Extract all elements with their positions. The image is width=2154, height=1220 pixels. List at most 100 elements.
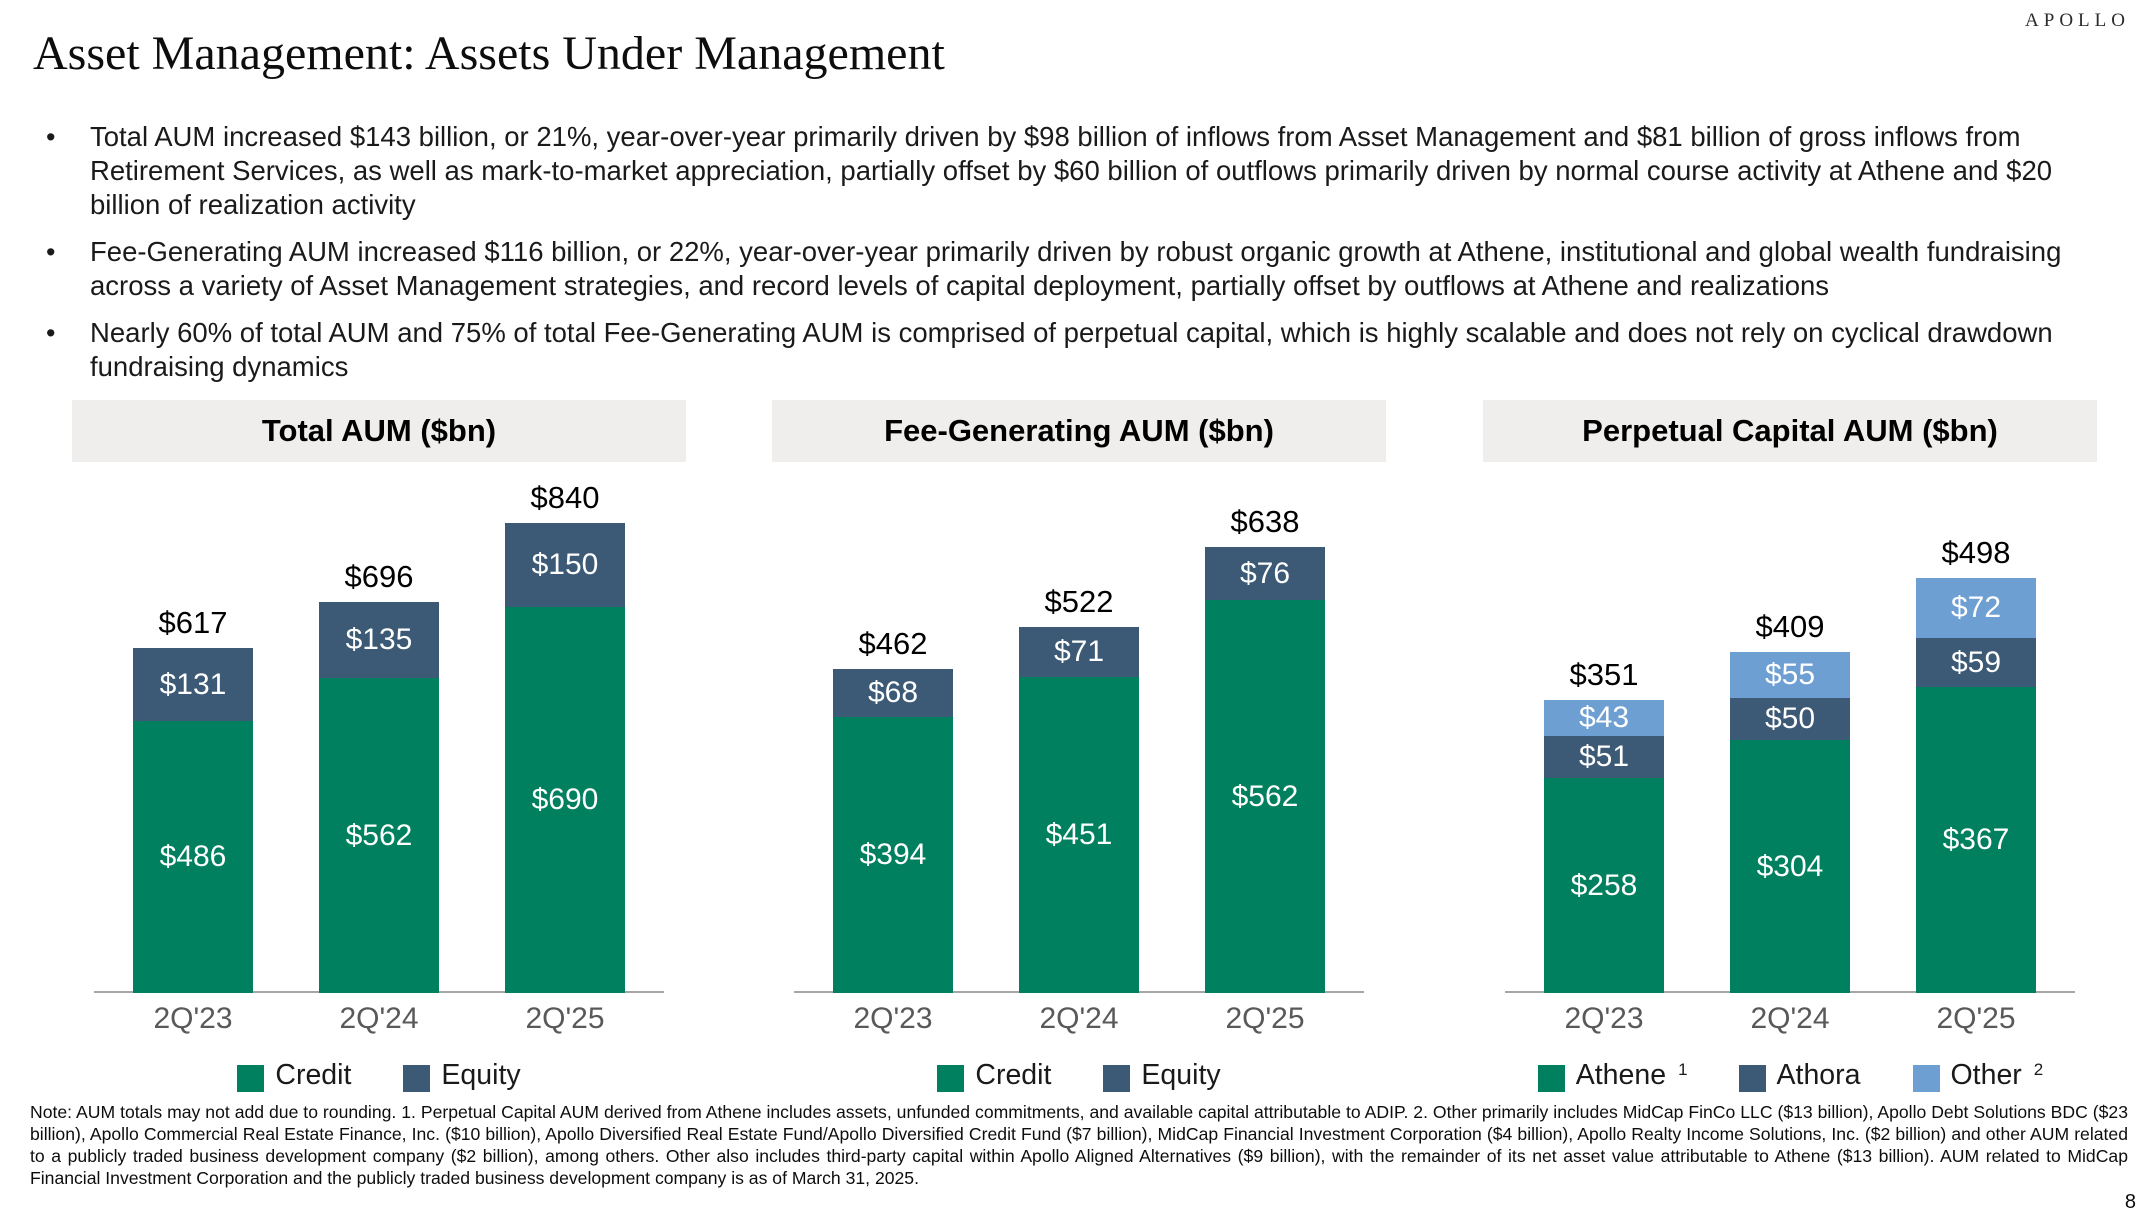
bar-segment-athene: $304 — [1730, 740, 1850, 993]
apollo-logo: APOLLO — [2025, 10, 2130, 31]
x-axis-label: 2Q'23 — [1564, 1002, 1644, 1035]
x-axis-label: 2Q'23 — [153, 1002, 233, 1035]
x-axis-labels: 2Q'23 2Q'24 2Q'25 — [1483, 1002, 2097, 1036]
charts-row: Total AUM ($bn) $617 $131 $486 $696 $135 $562… — [0, 400, 2154, 1100]
legend-swatch — [237, 1065, 265, 1092]
legend-label: Equity — [1141, 1059, 1221, 1091]
legend-label: Other — [1950, 1059, 2022, 1091]
bars-group: $351 $43 $51 $258 $409 $55 $50 $304 $498 $72 $59 $3… — [1483, 535, 2097, 993]
bar-segment-equity: $68 — [833, 669, 953, 717]
legend-item-credit: Credit — [237, 1059, 351, 1092]
bar-segment-athora: $51 — [1544, 736, 1664, 778]
legend-label: Athora — [1776, 1059, 1861, 1091]
legend-swatch — [1103, 1065, 1131, 1092]
chart-legend: Credit Equity — [772, 1059, 1386, 1092]
footnote: Note: AUM totals may not add due to roun… — [30, 1102, 2128, 1188]
bar-2q24: $409 $55 $50 $304 — [1730, 609, 1850, 993]
stacked-bar: $72 $59 $367 — [1916, 578, 2036, 993]
bar-2q25: $840 $150 $690 — [505, 480, 625, 993]
legend-item-equity: Equity — [1103, 1059, 1221, 1092]
legend-item-other: Other 2 — [1912, 1059, 2044, 1092]
stacked-bar: $131 $486 — [133, 648, 253, 993]
legend-item-credit: Credit — [937, 1059, 1051, 1092]
bars-group: $617 $131 $486 $696 $135 $562 $840 $150 $690 — [72, 480, 686, 993]
chart-title-banner: Perpetual Capital AUM ($bn) — [1483, 400, 2097, 462]
bar-segment-credit: $486 — [133, 721, 253, 993]
page-title: Asset Management: Assets Under Managemen… — [33, 27, 945, 80]
chart-title-banner: Total AUM ($bn) — [72, 400, 686, 462]
bar-segment-other: $43 — [1544, 700, 1664, 736]
stacked-bar: $150 $690 — [505, 523, 625, 993]
x-axis-label: 2Q'25 — [1225, 1002, 1305, 1035]
bars-group: $462 $68 $394 $522 $71 $451 $638 $76 $562 — [772, 504, 1386, 993]
x-axis-label: 2Q'24 — [339, 1002, 419, 1035]
bar-total-label: $351 — [1569, 657, 1639, 692]
x-axis-label: 2Q'24 — [1750, 1002, 1830, 1035]
bar-segment-credit: $562 — [1205, 600, 1325, 993]
stacked-bar: $68 $394 — [833, 669, 953, 993]
bullet-item-total-aum: Total AUM increased $143 billion, or 21%… — [40, 120, 2070, 222]
bar-segment-equity: $131 — [133, 648, 253, 721]
bar-total-label: $498 — [1941, 535, 2011, 570]
bar-total-label: $462 — [858, 626, 928, 661]
plot-area: $462 $68 $394 $522 $71 $451 $638 $76 $562 — [772, 462, 1386, 993]
chart-fee-generating-aum: Fee-Generating AUM ($bn) $462 $68 $394 $522… — [772, 400, 1386, 1092]
legend-label: Credit — [275, 1059, 352, 1091]
stacked-bar: $71 $451 — [1019, 627, 1139, 993]
bar-total-label: $638 — [1230, 504, 1300, 539]
bar-segment-other: $55 — [1730, 652, 1850, 698]
x-axis-label: 2Q'25 — [525, 1002, 605, 1035]
stacked-bar: $55 $50 $304 — [1730, 652, 1850, 993]
chart-perpetual-capital-aum: Perpetual Capital AUM ($bn) $351 $43 $51 $2… — [1483, 400, 2097, 1092]
legend-swatch — [1912, 1065, 1940, 1092]
chart-legend: Credit Equity — [72, 1059, 686, 1092]
bar-segment-credit: $690 — [505, 607, 625, 993]
bar-segment-equity: $76 — [1205, 547, 1325, 600]
stacked-bar: $76 $562 — [1205, 547, 1325, 993]
legend-swatch — [1738, 1065, 1766, 1092]
bar-total-label: $617 — [158, 605, 228, 640]
bullet-list: Total AUM increased $143 billion, or 21%… — [40, 120, 2070, 397]
x-axis-label: 2Q'25 — [1936, 1002, 2016, 1035]
bar-total-label: $522 — [1044, 584, 1114, 619]
bar-2q23: $462 $68 $394 — [833, 626, 953, 993]
legend-swatch — [1537, 1065, 1565, 1092]
plot-area: $617 $131 $486 $696 $135 $562 $840 $150 $690 — [72, 462, 686, 993]
chart-title-banner: Fee-Generating AUM ($bn) — [772, 400, 1386, 462]
bar-segment-credit: $451 — [1019, 677, 1139, 993]
bar-total-label: $840 — [530, 480, 600, 515]
bar-segment-athene: $258 — [1544, 778, 1664, 993]
chart-total-aum: Total AUM ($bn) $617 $131 $486 $696 $135 $562… — [72, 400, 686, 1092]
bar-total-label: $696 — [344, 559, 414, 594]
stacked-bar: $43 $51 $258 — [1544, 700, 1664, 993]
bar-2q25: $638 $76 $562 — [1205, 504, 1325, 993]
bar-2q24: $696 $135 $562 — [319, 559, 439, 993]
bar-segment-equity: $135 — [319, 602, 439, 678]
bullet-item-fee-generating-aum: Fee-Generating AUM increased $116 billio… — [40, 235, 2070, 303]
x-axis-labels: 2Q'23 2Q'24 2Q'25 — [772, 1002, 1386, 1036]
bar-segment-credit: $394 — [833, 717, 953, 993]
bar-segment-athora: $50 — [1730, 698, 1850, 740]
legend-label: Credit — [975, 1059, 1052, 1091]
bar-total-label: $409 — [1755, 609, 1825, 644]
bar-2q23: $351 $43 $51 $258 — [1544, 657, 1664, 993]
legend-superscript: 2 — [2033, 1060, 2044, 1079]
plot-area: $351 $43 $51 $258 $409 $55 $50 $304 $498 $72 $59 $3… — [1483, 462, 2097, 993]
bar-2q23: $617 $131 $486 — [133, 605, 253, 993]
x-axis-label: 2Q'24 — [1039, 1002, 1119, 1035]
legend-superscript: 1 — [1678, 1060, 1688, 1079]
bar-segment-credit: $562 — [319, 678, 439, 993]
legend-label: Athene — [1575, 1059, 1667, 1091]
legend-item-equity: Equity — [403, 1059, 521, 1092]
bar-segment-other: $72 — [1916, 578, 2036, 638]
bar-2q25: $498 $72 $59 $367 — [1916, 535, 2036, 993]
x-axis-label: 2Q'23 — [853, 1002, 933, 1035]
chart-legend: Athene 1 Athora Other 2 — [1483, 1059, 2097, 1092]
legend-label: Equity — [441, 1059, 521, 1091]
bar-segment-athora: $59 — [1916, 638, 2036, 687]
bar-segment-equity: $150 — [505, 523, 625, 607]
legend-item-athene: Athene 1 — [1537, 1059, 1688, 1092]
bullet-item-perpetual-capital: Nearly 60% of total AUM and 75% of total… — [40, 316, 2070, 384]
bar-segment-athene: $367 — [1916, 687, 2036, 993]
legend-item-athora: Athora — [1738, 1059, 1861, 1092]
